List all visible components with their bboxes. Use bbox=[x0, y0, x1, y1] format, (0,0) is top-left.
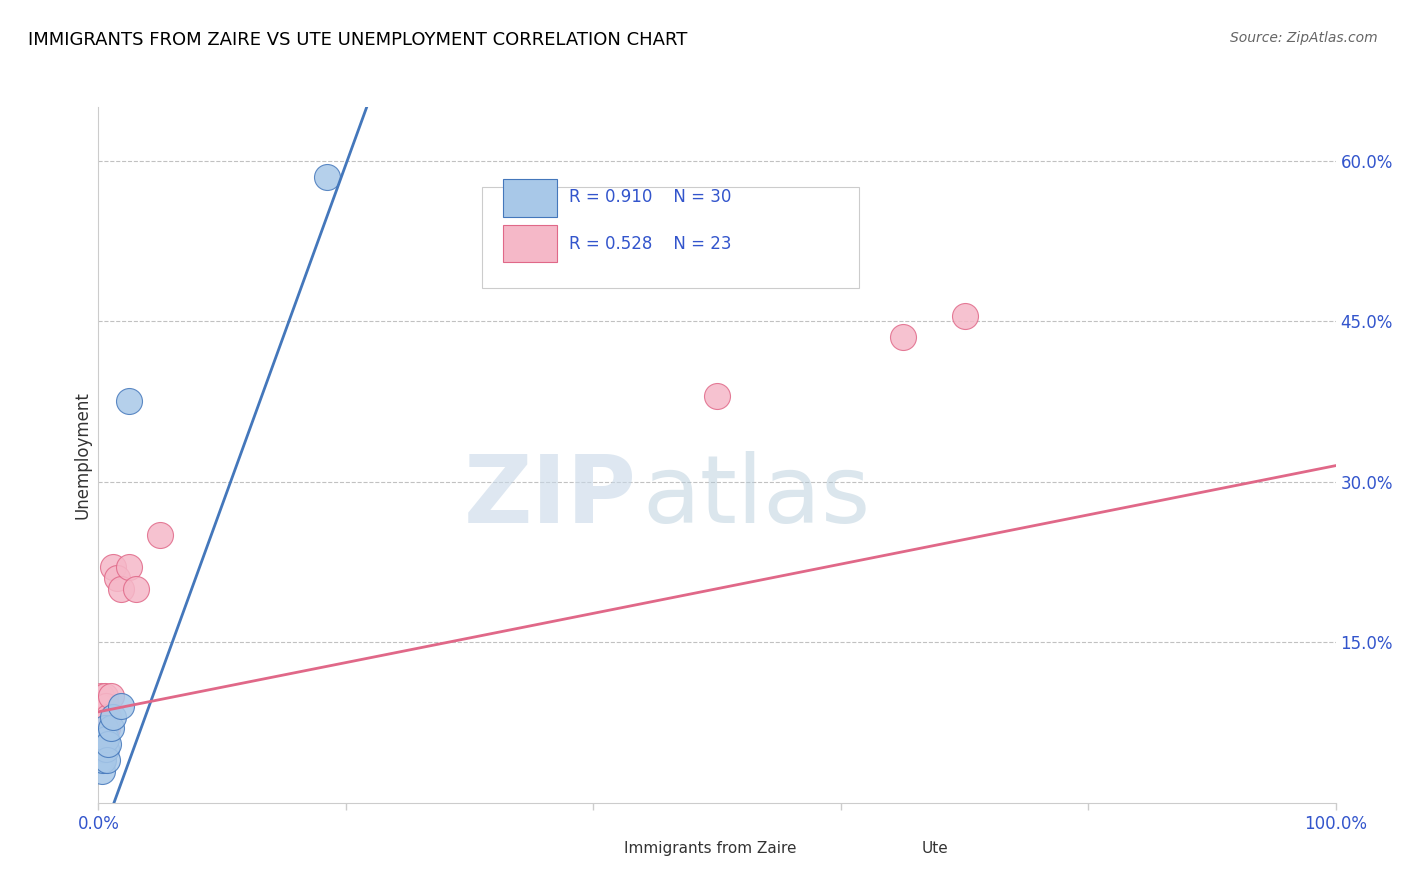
Point bbox=[90, 742, 112, 756]
Point bbox=[89, 731, 111, 746]
Text: R = 0.528    N = 23: R = 0.528 N = 23 bbox=[568, 235, 731, 253]
Point bbox=[93, 742, 115, 756]
Point bbox=[89, 742, 111, 756]
Point bbox=[149, 528, 172, 542]
Point bbox=[103, 710, 125, 724]
Point bbox=[316, 169, 339, 184]
Point bbox=[124, 582, 146, 596]
Point bbox=[103, 560, 125, 574]
Point bbox=[110, 582, 132, 596]
Point bbox=[91, 753, 114, 767]
Point bbox=[96, 753, 118, 767]
Point bbox=[90, 721, 112, 735]
Point bbox=[93, 731, 115, 746]
FancyBboxPatch shape bbox=[868, 833, 915, 864]
Point bbox=[93, 699, 115, 714]
Point bbox=[94, 699, 117, 714]
Point bbox=[100, 689, 122, 703]
Point bbox=[93, 721, 115, 735]
Point bbox=[94, 742, 117, 756]
Point bbox=[93, 710, 115, 724]
Point bbox=[97, 710, 120, 724]
Point bbox=[90, 753, 112, 767]
FancyBboxPatch shape bbox=[482, 187, 859, 288]
Point bbox=[100, 721, 122, 735]
Point bbox=[97, 737, 120, 751]
Point bbox=[91, 710, 114, 724]
Text: IMMIGRANTS FROM ZAIRE VS UTE UNEMPLOYMENT CORRELATION CHART: IMMIGRANTS FROM ZAIRE VS UTE UNEMPLOYMEN… bbox=[28, 31, 688, 49]
Point bbox=[90, 731, 112, 746]
Point bbox=[89, 753, 111, 767]
Text: R = 0.910    N = 30: R = 0.910 N = 30 bbox=[568, 188, 731, 206]
Point bbox=[91, 721, 114, 735]
FancyBboxPatch shape bbox=[571, 833, 619, 864]
Point bbox=[891, 330, 914, 344]
Point bbox=[118, 394, 141, 409]
Y-axis label: Unemployment: Unemployment bbox=[73, 391, 91, 519]
Point bbox=[91, 742, 114, 756]
FancyBboxPatch shape bbox=[503, 225, 557, 262]
Point bbox=[89, 742, 111, 756]
Point bbox=[93, 753, 115, 767]
Point bbox=[89, 753, 111, 767]
Point bbox=[93, 689, 115, 703]
Point bbox=[96, 721, 118, 735]
Point bbox=[90, 742, 112, 756]
Point bbox=[105, 571, 128, 585]
Point bbox=[89, 699, 111, 714]
Point bbox=[91, 742, 114, 756]
Point bbox=[91, 731, 114, 746]
Point bbox=[953, 309, 976, 323]
Point bbox=[706, 389, 728, 403]
Point bbox=[90, 689, 112, 703]
Point bbox=[94, 731, 117, 746]
Point bbox=[89, 742, 111, 756]
Point bbox=[110, 699, 132, 714]
Text: Immigrants from Zaire: Immigrants from Zaire bbox=[624, 841, 797, 856]
Text: Ute: Ute bbox=[921, 841, 948, 856]
Point bbox=[90, 731, 112, 746]
Point bbox=[93, 731, 115, 746]
Point bbox=[118, 560, 141, 574]
Text: atlas: atlas bbox=[643, 450, 872, 542]
Point bbox=[90, 753, 112, 767]
Point bbox=[93, 731, 115, 746]
Text: Source: ZipAtlas.com: Source: ZipAtlas.com bbox=[1230, 31, 1378, 45]
Text: ZIP: ZIP bbox=[464, 450, 637, 542]
FancyBboxPatch shape bbox=[503, 179, 557, 217]
Point bbox=[91, 764, 114, 778]
